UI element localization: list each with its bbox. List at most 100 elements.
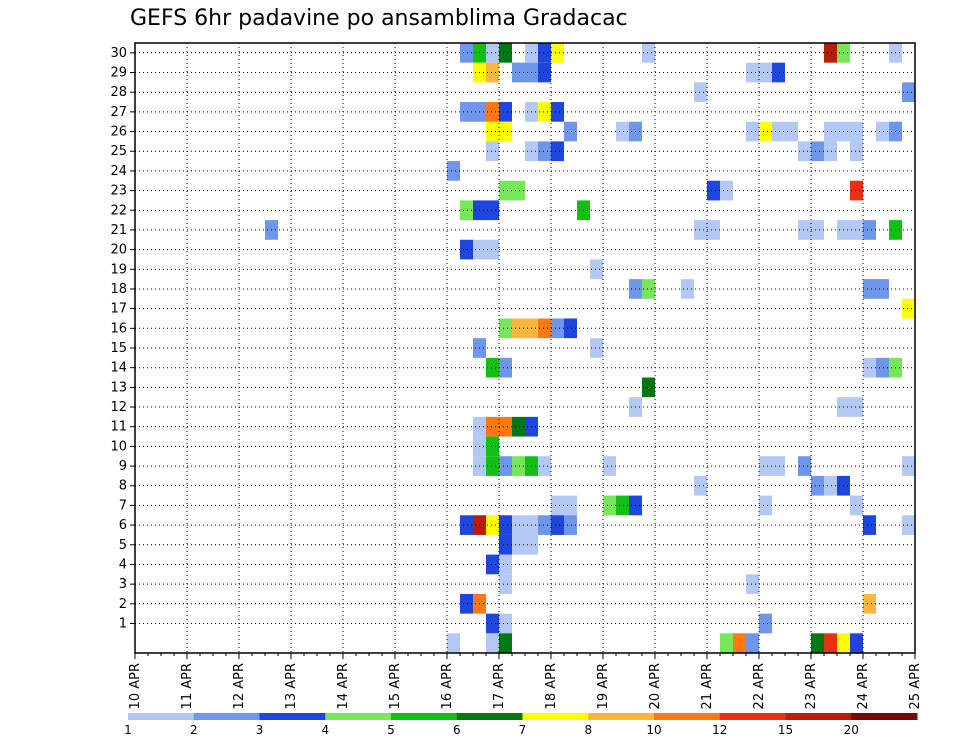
data-cell	[863, 279, 876, 299]
y-tick-label: 21	[110, 223, 127, 238]
data-cell	[824, 633, 837, 653]
data-cell	[824, 141, 837, 162]
legend-swatch	[654, 713, 721, 720]
data-cell	[811, 475, 824, 496]
x-tick-label: 12 APR	[232, 663, 247, 709]
y-tick-label: 6	[119, 518, 127, 533]
data-cell	[902, 298, 915, 319]
data-cell	[564, 495, 577, 516]
x-tick-label: 20 APR	[648, 663, 663, 709]
data-cell	[551, 102, 564, 122]
data-cell	[499, 633, 512, 653]
x-tick-label: 18 APR	[544, 663, 559, 709]
data-cell	[876, 357, 889, 378]
data-cells	[265, 43, 915, 653]
y-tick-label: 29	[110, 66, 127, 81]
data-cell	[850, 633, 863, 653]
data-cell	[876, 121, 889, 142]
legend-swatch	[391, 713, 458, 720]
data-cell	[460, 239, 473, 260]
legend-label: 4	[321, 723, 329, 737]
y-tick-label: 16	[110, 321, 127, 336]
data-cell	[486, 62, 499, 83]
legend-swatch	[785, 713, 852, 720]
data-cell	[499, 43, 512, 63]
data-cell	[642, 377, 655, 398]
data-cell	[512, 416, 525, 437]
data-cell	[486, 200, 499, 221]
data-cell	[447, 161, 460, 181]
data-cell	[512, 180, 525, 201]
y-tick-label: 23	[110, 184, 127, 199]
y-tick-label: 19	[110, 262, 127, 277]
data-cell	[694, 475, 707, 496]
data-cell	[460, 593, 473, 614]
data-cell	[811, 220, 824, 240]
data-cell	[538, 102, 551, 122]
data-cell	[486, 141, 499, 162]
data-cell	[863, 220, 876, 240]
data-cell	[798, 220, 811, 240]
data-cell	[499, 456, 512, 476]
x-tick-label: 25 APR	[908, 663, 923, 709]
x-tick-label: 11 APR	[180, 663, 195, 709]
data-cell	[486, 554, 499, 575]
x-tick-label: 17 APR	[492, 663, 507, 709]
data-cell	[902, 456, 915, 476]
data-cell	[850, 121, 863, 142]
y-tick-label: 13	[110, 380, 127, 395]
x-tick-label: 22 APR	[752, 663, 767, 709]
data-cell	[512, 456, 525, 476]
data-cell	[564, 318, 577, 339]
data-cell	[746, 574, 759, 594]
data-cell	[811, 633, 824, 653]
legend-label: 1	[124, 723, 132, 737]
data-cell	[850, 180, 863, 201]
x-tick-label: 14 APR	[336, 663, 351, 709]
data-cell	[512, 318, 525, 339]
legend-swatch	[128, 713, 195, 720]
data-cell	[863, 593, 876, 614]
data-cell	[499, 318, 512, 339]
legend-label: 20	[844, 723, 859, 737]
data-cell	[486, 436, 499, 457]
data-cell	[811, 141, 824, 162]
y-tick-label: 28	[110, 85, 127, 100]
data-cell	[499, 515, 512, 535]
legend-label: 3	[256, 723, 264, 737]
legend-label: 8	[584, 723, 592, 737]
data-cell	[551, 515, 564, 535]
data-cell	[759, 456, 772, 476]
legend-swatch	[259, 713, 326, 720]
legend-swatch	[456, 713, 523, 720]
data-cell	[551, 495, 564, 516]
data-cell	[447, 633, 460, 653]
data-cell	[512, 62, 525, 83]
data-cell	[590, 338, 603, 358]
legend-swatch	[851, 713, 918, 720]
data-cell	[616, 121, 629, 142]
legend-swatch	[193, 713, 260, 720]
data-cell	[850, 141, 863, 162]
data-cell	[603, 456, 616, 476]
data-cell	[538, 515, 551, 535]
x-tick-label: 24 APR	[856, 663, 871, 709]
x-tick-label: 16 APR	[440, 663, 455, 709]
data-cell	[460, 102, 473, 122]
data-cell	[798, 456, 811, 476]
y-tick-label: 7	[119, 498, 127, 513]
data-cell	[759, 121, 772, 142]
x-tick-label: 19 APR	[596, 663, 611, 709]
y-tick-label: 12	[110, 400, 127, 415]
x-tick-label: 21 APR	[700, 663, 715, 709]
y-tick-label: 10	[110, 439, 127, 454]
x-tick-label: 13 APR	[284, 663, 299, 709]
data-cell	[798, 141, 811, 162]
data-cell	[759, 495, 772, 516]
data-cell	[551, 141, 564, 162]
data-cell	[486, 515, 499, 535]
data-cell	[720, 633, 733, 653]
x-tick-label: 15 APR	[388, 663, 403, 709]
x-axis: 10 APR 11 APR 12 APR 13 APR 14 APR 15 APR 16 A…	[128, 653, 923, 709]
y-tick-label: 4	[119, 557, 127, 572]
